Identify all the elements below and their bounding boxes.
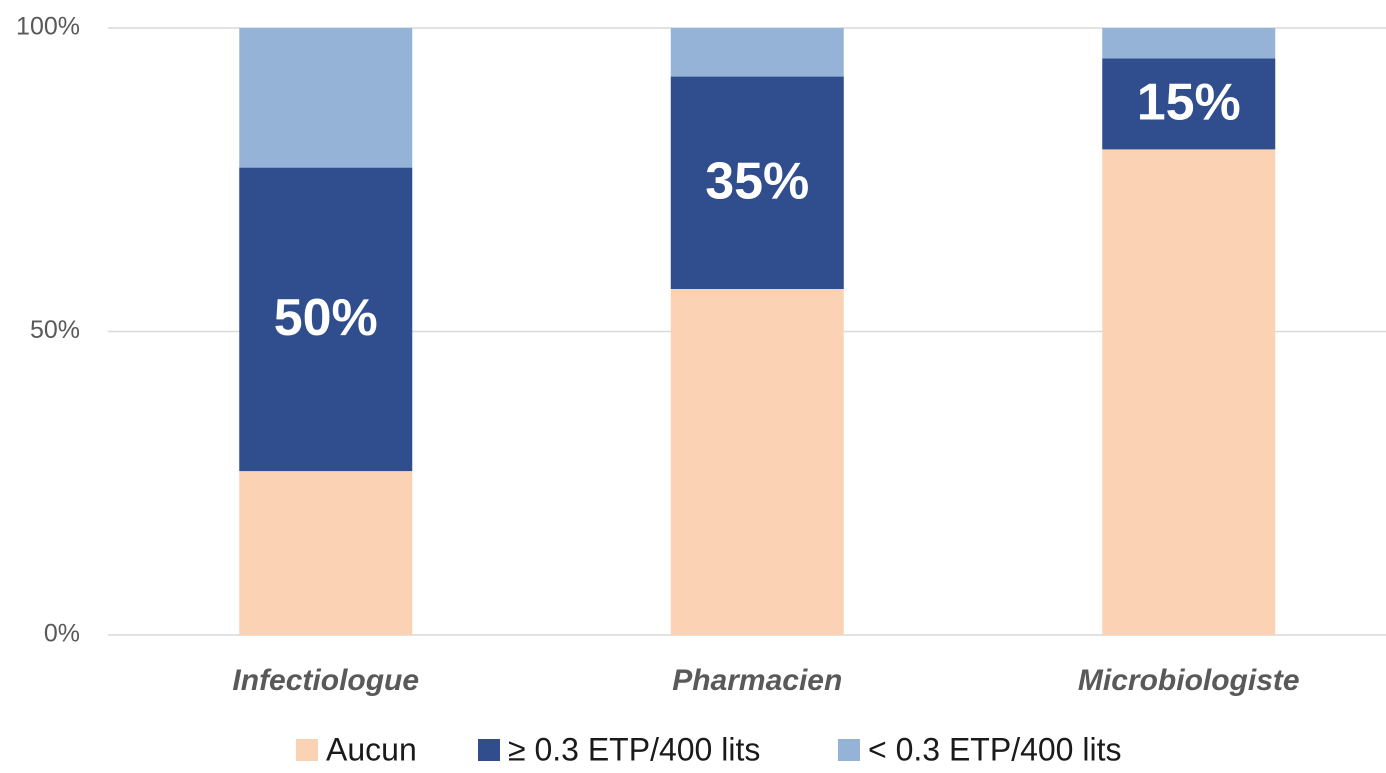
- data-label: 50%: [274, 289, 378, 347]
- bar-segment: [239, 28, 413, 168]
- bar-segment: [1102, 149, 1276, 635]
- y-tick-label: 100%: [16, 13, 80, 41]
- bar-segment: [239, 471, 413, 635]
- x-tick-label: Microbiologiste: [1078, 664, 1300, 697]
- bar-segment: [1102, 58, 1276, 150]
- x-tick-label: Pharmacien: [672, 664, 842, 697]
- data-label: 15%: [1137, 74, 1241, 132]
- legend-label: ≥ 0.3 ETP/400 lits: [508, 731, 760, 767]
- legend-swatch: [296, 739, 318, 761]
- y-tick-label: 50%: [30, 316, 80, 344]
- data-label: 35%: [705, 153, 809, 211]
- bar-segment: [1102, 28, 1276, 59]
- bar-segment: [239, 167, 413, 472]
- legend-label: Aucun: [326, 731, 417, 767]
- legend-label: < 0.3 ETP/400 lits: [868, 731, 1121, 767]
- bar-segment: [670, 76, 844, 290]
- legend-swatch: [478, 739, 500, 761]
- bar-segment: [670, 28, 844, 77]
- x-tick-label: Infectiologue: [232, 664, 419, 697]
- bar-segment: [670, 289, 844, 635]
- legend-swatch: [838, 739, 860, 761]
- y-tick-label: 0%: [44, 620, 80, 648]
